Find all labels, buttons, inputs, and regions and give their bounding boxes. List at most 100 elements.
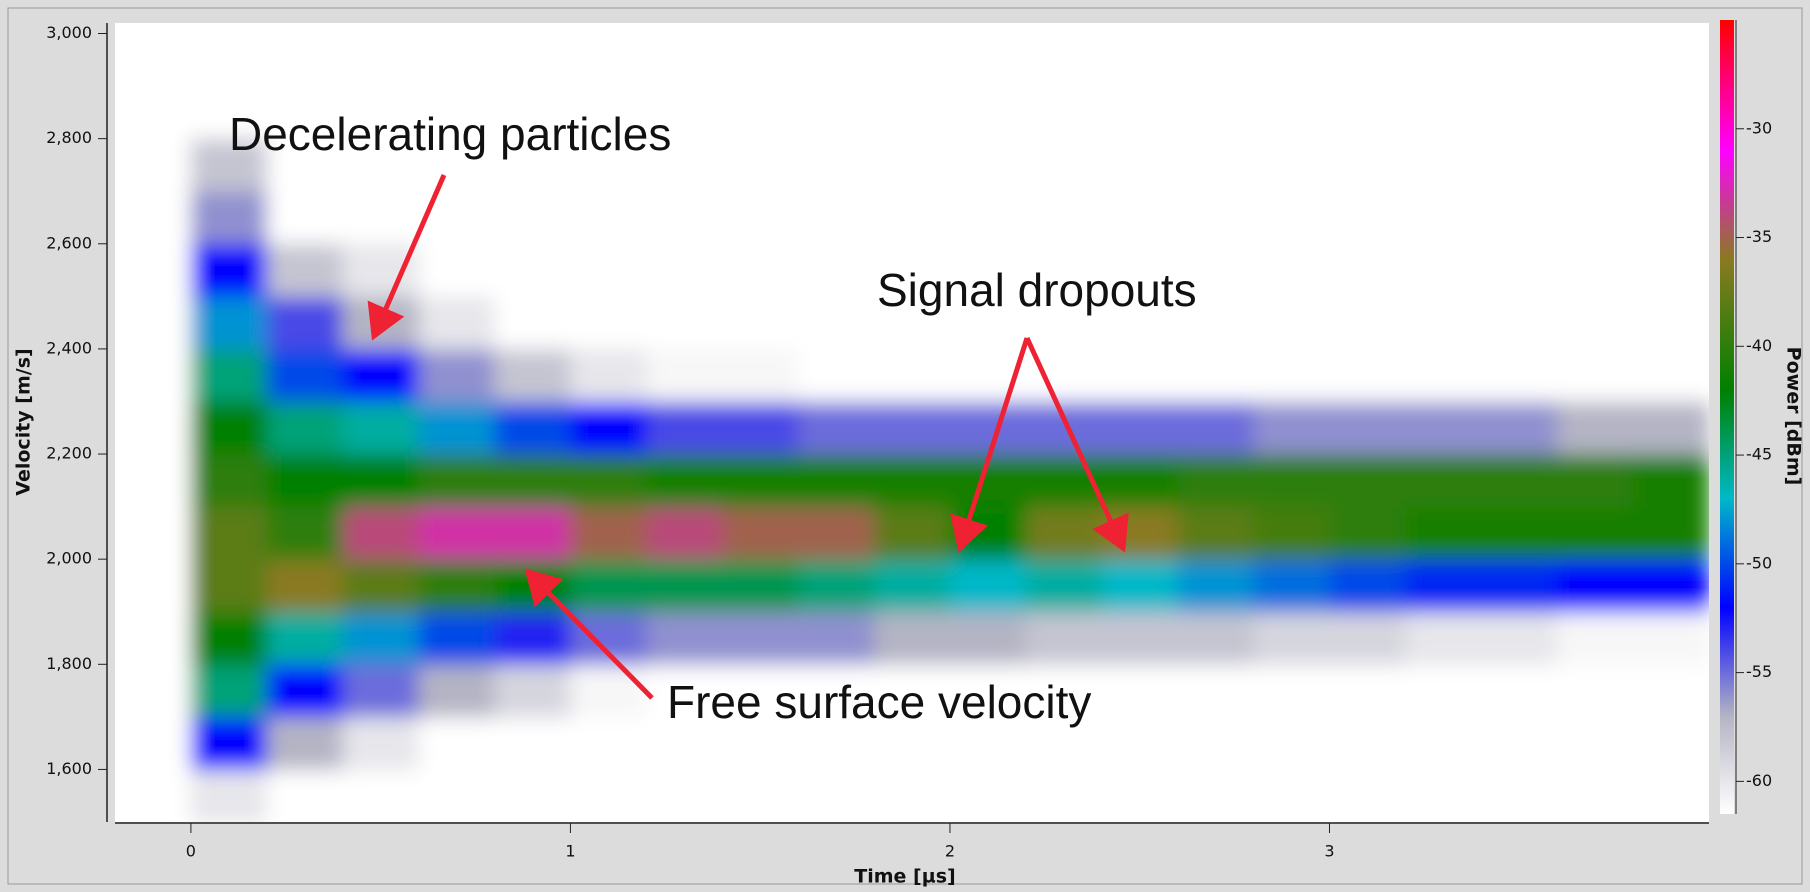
heat-cell [1557,139,1633,192]
heat-cell [1557,34,1633,87]
y-tick-label: 3,000 [46,23,92,42]
heat-cell [722,34,798,87]
heat-cell [1178,664,1254,717]
heat-cell [1329,769,1405,822]
heat-cell [1102,86,1178,139]
heat-cell [115,349,191,402]
heat-cell [267,717,343,770]
colorbar [1720,20,1734,814]
heat-cell [419,34,495,87]
heat-cell [1178,717,1254,770]
heat-cell [1254,559,1330,612]
heat-cell [1481,717,1557,770]
heat-cell [1481,244,1557,297]
heat-cell [1481,86,1557,139]
heat-cell [798,349,874,402]
heat-cell [191,244,267,297]
heat-cell [722,244,798,297]
heat-cell [1633,559,1709,612]
heat-cell [1557,664,1633,717]
heat-cell [1178,349,1254,402]
heat-cell [191,507,267,560]
annotation: Decelerating particles [229,108,671,160]
heat-cell [1329,296,1405,349]
heat-cell [874,507,950,560]
x-tick-label: 0 [186,842,196,861]
heat-cell [1026,507,1102,560]
heat-cell [267,191,343,244]
y-tick-label: 2,000 [46,549,92,568]
heat-cell [495,454,571,507]
heat-cell [115,296,191,349]
x-tick-label: 3 [1324,842,1334,861]
heat-cell [798,612,874,665]
heat-cell [343,769,419,822]
heat-cell [1329,244,1405,297]
heat-cell [343,349,419,402]
heat-cell [722,401,798,454]
heat-cell [722,349,798,402]
heat-cell [191,191,267,244]
heat-cell [1026,34,1102,87]
heat-cell [191,769,267,822]
heat-cell [191,717,267,770]
heat-cell [1633,401,1709,454]
heat-cell [1178,769,1254,822]
heat-cell [267,296,343,349]
heat-cell [419,296,495,349]
heat-cell [1557,454,1633,507]
heat-cell [646,349,722,402]
y-tick-label: 2,600 [46,233,92,252]
heat-cell [1102,664,1178,717]
heat-cell [1026,191,1102,244]
heat-cell [1405,559,1481,612]
heat-cell [570,401,646,454]
heat-cell [495,401,571,454]
heat-cell [1178,454,1254,507]
heat-cell [495,244,571,297]
heat-cell [495,664,571,717]
heat-cell [1557,191,1633,244]
heat-cell [1254,664,1330,717]
heat-cell [1329,349,1405,402]
heat-cell [950,401,1026,454]
heat-cell [343,191,419,244]
heat-cell [115,559,191,612]
heat-cell [1102,454,1178,507]
heat-cell [1481,349,1557,402]
heat-cell [1329,86,1405,139]
heat-cell [115,717,191,770]
heat-cell [950,34,1026,87]
heat-cell [950,139,1026,192]
heat-cell [1254,507,1330,560]
heat-cell [1254,86,1330,139]
heat-cell [1405,769,1481,822]
heat-cell [1026,86,1102,139]
heat-cell [722,559,798,612]
heat-cell [1178,191,1254,244]
heat-cell [1481,507,1557,560]
heat-cell [646,612,722,665]
heat-cell [343,244,419,297]
heat-cell [1481,401,1557,454]
heat-cell [1329,191,1405,244]
heat-cell [1633,454,1709,507]
heat-cell [1254,349,1330,402]
heat-cell [798,769,874,822]
heat-cell [1557,401,1633,454]
heat-cell [1633,34,1709,87]
heat-cell [1633,139,1709,192]
heat-cell [1178,34,1254,87]
heat-cell [950,507,1026,560]
heat-cell [570,454,646,507]
heat-cell [1633,349,1709,402]
heat-cell [798,244,874,297]
heat-cell [1178,139,1254,192]
heat-cell [267,664,343,717]
heat-cell [495,34,571,87]
heat-cell [1026,769,1102,822]
heat-cell [1329,401,1405,454]
heat-cell [798,507,874,560]
heat-cell [722,454,798,507]
